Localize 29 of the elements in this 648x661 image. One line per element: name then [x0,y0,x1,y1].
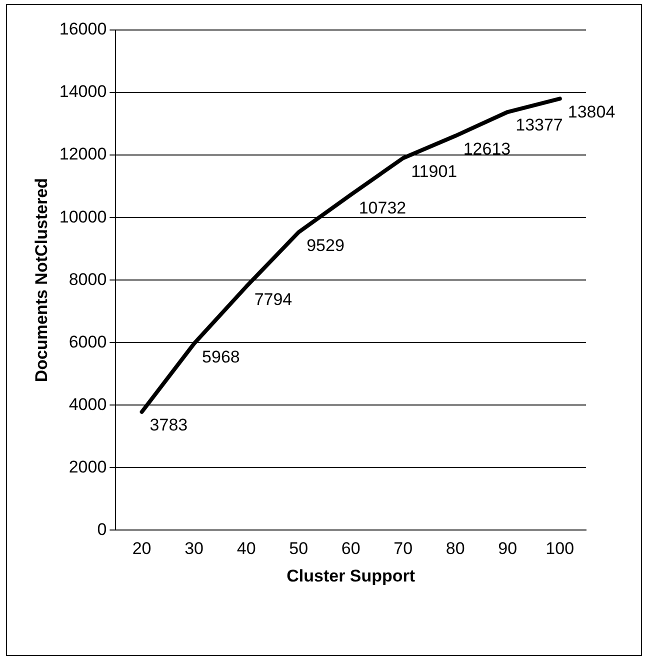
x-axis-title: Cluster Support [286,566,416,586]
data-label: 7794 [254,290,292,310]
y-tick-label: 8000 [68,270,107,289]
data-label: 13804 [568,102,616,122]
y-tick-label: 4000 [68,394,107,414]
data-label: 12613 [463,140,511,159]
data-label: 9529 [306,236,344,255]
y-tick-label: 6000 [68,332,107,352]
y-tick-label: 14000 [59,82,107,102]
x-tick-label: 80 [446,539,465,558]
data-label: 10732 [358,198,406,218]
x-tick-label: 100 [546,539,574,558]
x-tick-label: 60 [341,539,360,558]
x-tick-label: 70 [394,539,413,558]
data-label: 5968 [202,347,240,366]
x-tick-label: 20 [132,539,152,558]
data-label: 11901 [411,162,458,181]
y-axis-title: Documents NotClustered [32,178,51,382]
y-tick-label: 16000 [59,20,107,39]
data-label: 3783 [150,416,188,435]
y-tick-label: 2000 [68,457,107,476]
y-tick-label: 10000 [59,207,107,226]
x-tick-label: 30 [184,539,204,558]
y-tick-label: 0 [97,520,107,539]
y-tick-label: 12000 [59,144,107,164]
x-tick-label: 50 [289,539,308,558]
x-tick-label: 90 [498,539,518,558]
x-tick-label: 40 [236,539,256,558]
data-label: 13377 [516,116,563,135]
